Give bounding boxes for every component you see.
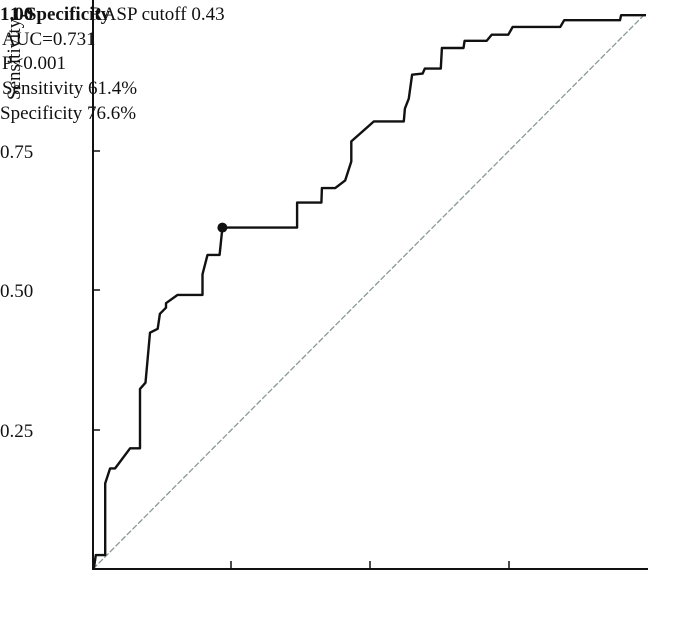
annotation-specificity: Specificity 76.6%	[0, 103, 136, 124]
annotation-p-value: P<0.001	[2, 53, 66, 74]
y-tick-label-050: 0.50	[0, 281, 33, 302]
y-tick-label-025: 0.25	[0, 421, 33, 442]
annotation-cutoff: RASP cutoff 0.43	[90, 4, 225, 25]
y-tick-label-075: 0.75	[0, 142, 33, 163]
roc-curve	[91, 13, 646, 570]
cutoff-point-marker	[217, 222, 228, 233]
annotation-sensitivity: Sensitivity 61.4%	[2, 78, 137, 99]
annotation-auc: AUC=0.731	[2, 29, 96, 50]
x-axis-title: 1-Specificity	[10, 4, 111, 25]
y-axis-title: Sensitivity	[4, 18, 25, 100]
reference-diagonal-line	[92, 12, 647, 570]
y-tick-label-100: 1.00	[0, 4, 33, 25]
